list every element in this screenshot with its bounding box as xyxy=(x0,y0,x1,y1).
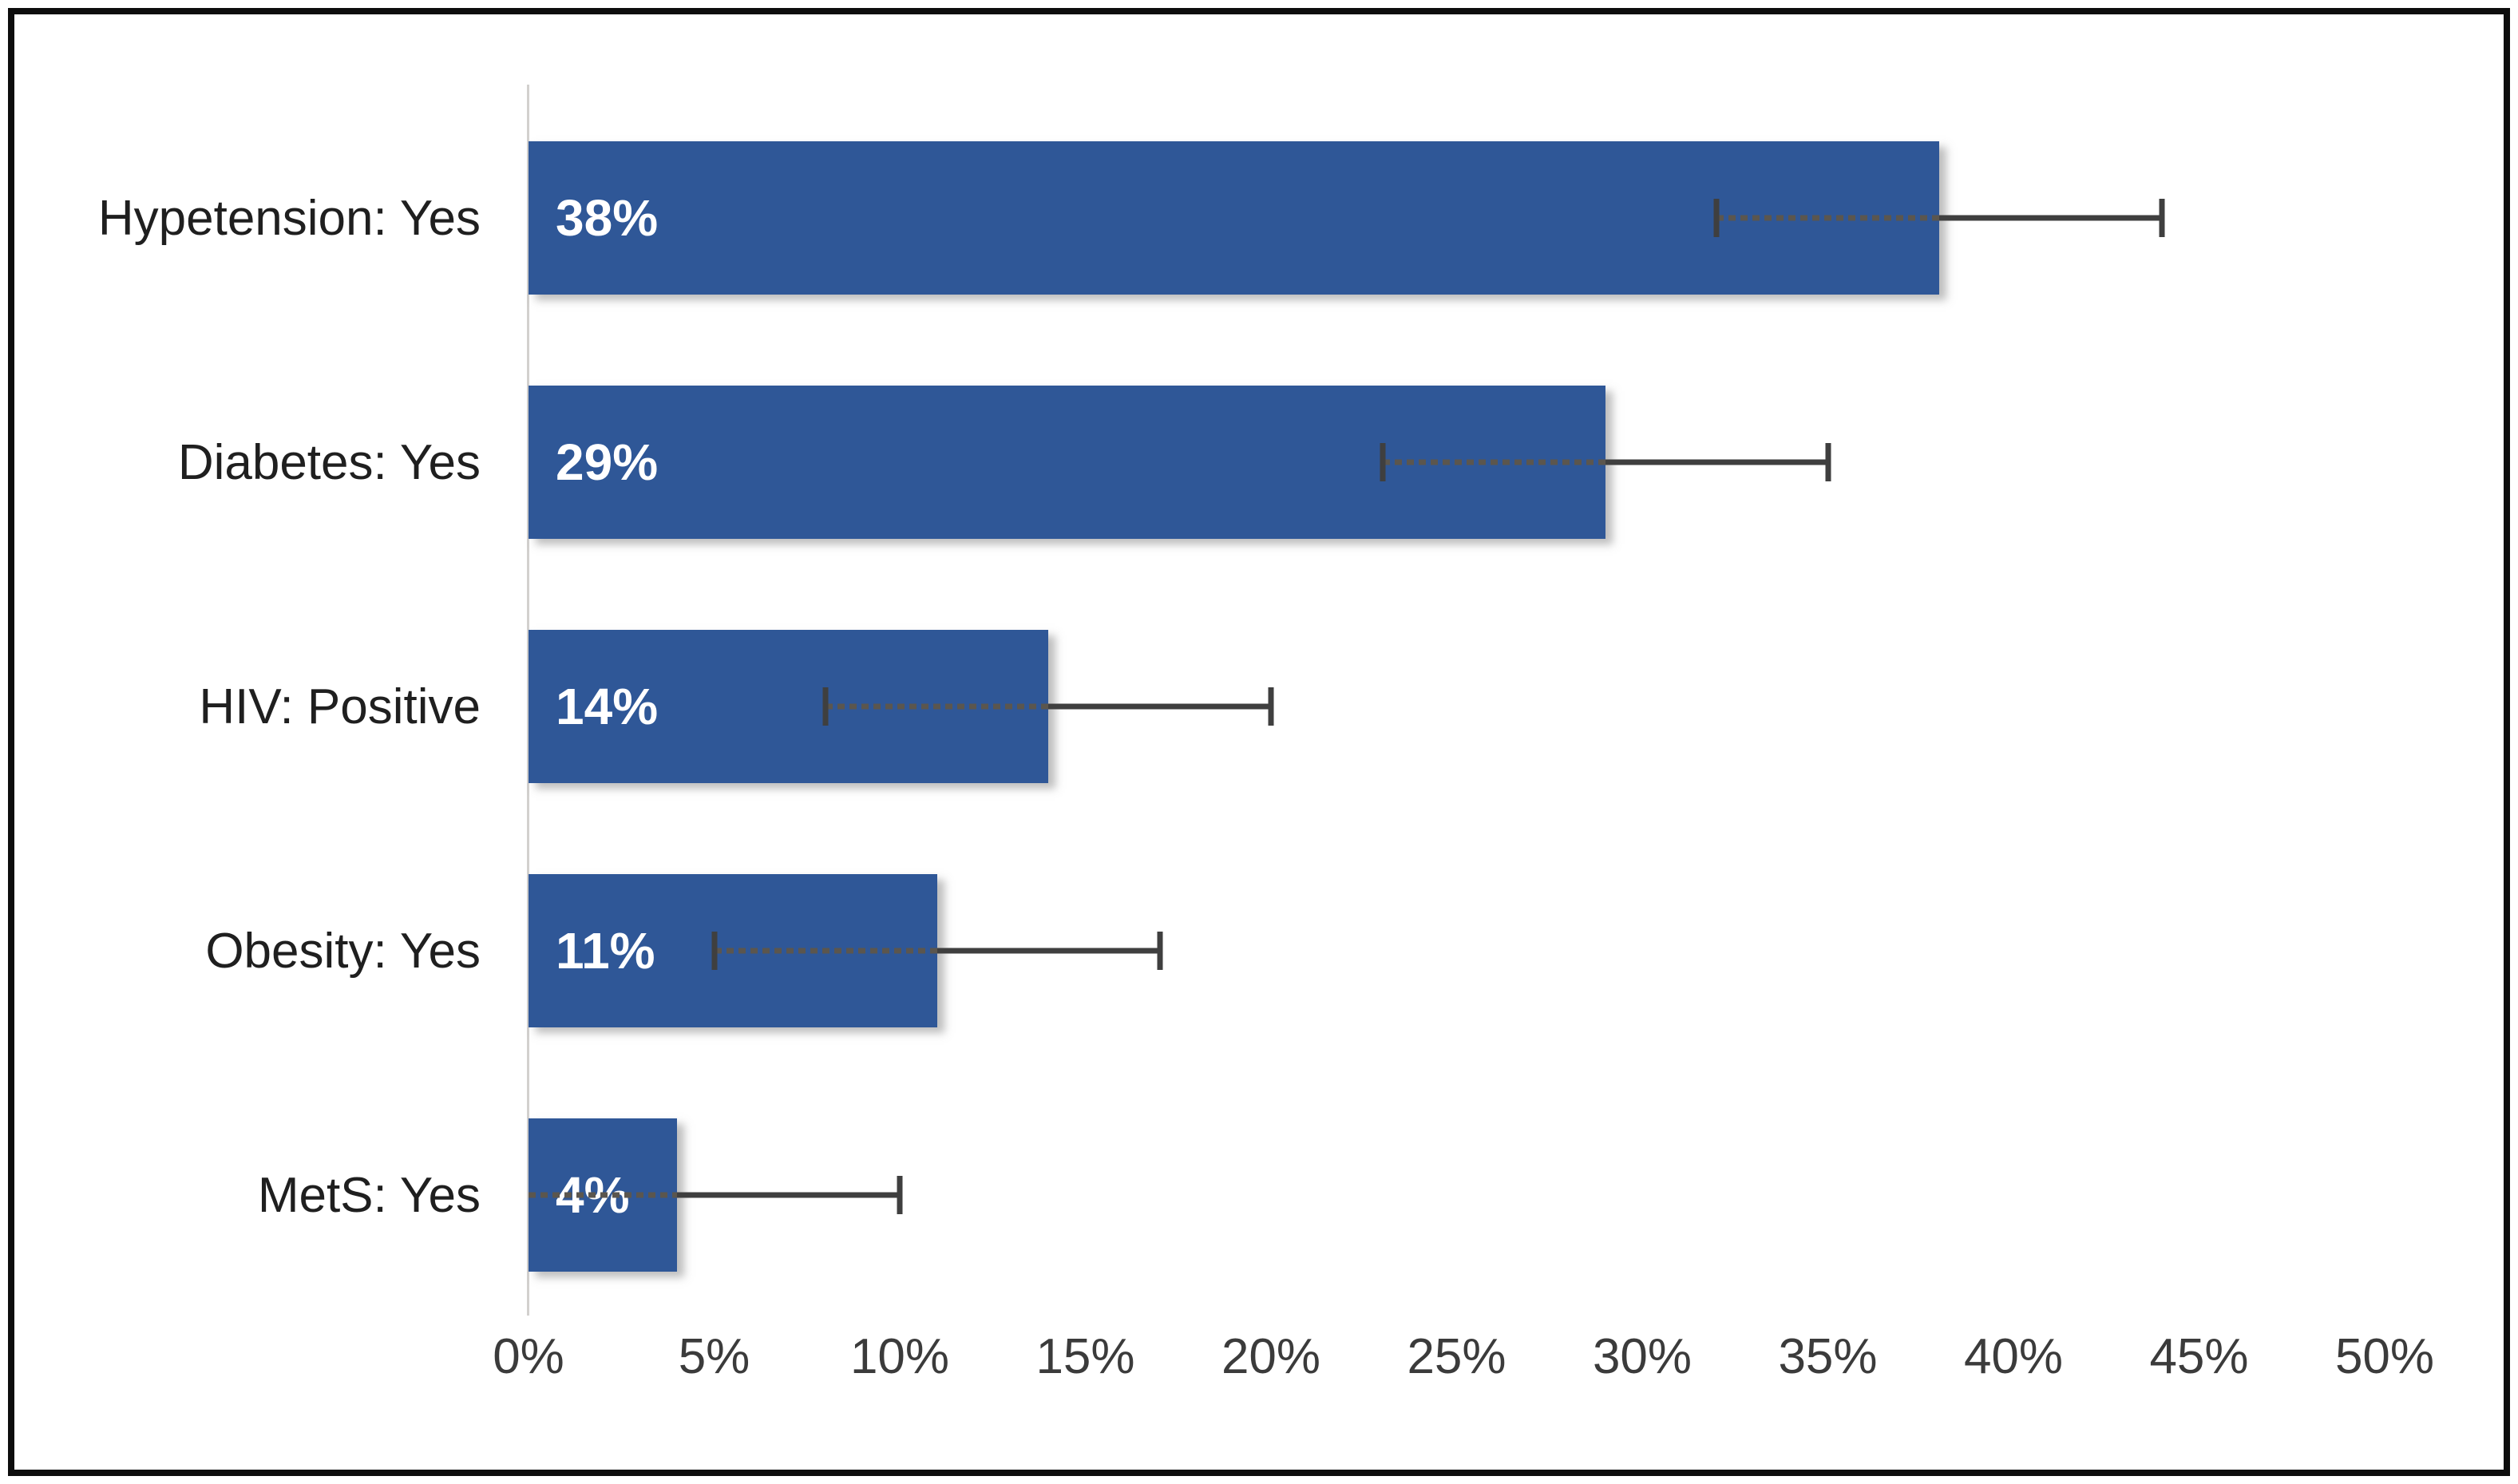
x-tick-label: 45% xyxy=(2149,1329,2249,1384)
bar-rows-container: 38% 29% 14% 11% 4% xyxy=(529,96,2385,1317)
error-bar-cap-right xyxy=(2159,199,2165,237)
category-label: Diabetes: Yes xyxy=(177,434,481,490)
x-tick-label: 15% xyxy=(1035,1329,1135,1384)
error-bar-outer-segment xyxy=(936,948,1160,954)
error-bar-inner-segment xyxy=(1382,459,1605,465)
x-tick-label: 50% xyxy=(2334,1329,2435,1384)
bar-row: 14% xyxy=(529,584,2385,829)
bar-row: 4% xyxy=(529,1073,2385,1317)
x-axis-tick-labels: 0% 5% 10% 15% 20% 25% 30% 35% 40% 45% 50% xyxy=(493,1319,2434,1399)
x-tick-label: 0% xyxy=(493,1329,564,1384)
plot-area: 38% 29% 14% 11% 4% xyxy=(527,85,2385,1317)
error-bar-cap-left xyxy=(1713,199,1720,237)
bar-row: 38% xyxy=(529,96,2385,340)
error-bar-outer-segment xyxy=(677,1192,900,1198)
bar-row: 29% xyxy=(529,340,2385,584)
x-tick-label: 35% xyxy=(1778,1329,1878,1384)
category-label: MetS: Yes xyxy=(257,1167,481,1223)
bar-value-label: 14% xyxy=(556,678,659,735)
error-bar-cap-left xyxy=(711,932,717,970)
category-label: Hypetension: Yes xyxy=(97,190,481,246)
x-tick-label: 10% xyxy=(849,1329,950,1384)
bar-value-label: 38% xyxy=(556,189,659,247)
x-tick-label: 40% xyxy=(1963,1329,2064,1384)
error-bar-inner-segment xyxy=(825,703,1048,710)
x-tick-label: 20% xyxy=(1221,1329,1321,1384)
bar-value-label: 29% xyxy=(556,433,659,491)
bar: 38% xyxy=(529,141,1939,295)
error-bar-outer-segment xyxy=(1048,703,1271,710)
x-tick-label: 25% xyxy=(1407,1329,1506,1384)
error-bar-outer-segment xyxy=(1605,459,1828,465)
category-label: HIV: Positive xyxy=(199,679,481,734)
error-bar-outer-segment xyxy=(1939,215,2162,221)
error-bar-cap-left xyxy=(822,687,829,726)
error-bar-cap-right xyxy=(1157,932,1162,970)
x-tick-label: 5% xyxy=(678,1329,750,1384)
error-bar-inner-segment xyxy=(529,1192,677,1198)
error-bar-cap-right xyxy=(1825,443,1831,481)
x-tick-label: 30% xyxy=(1592,1329,1693,1384)
error-bar-cap-right xyxy=(897,1176,903,1214)
bar-row: 11% xyxy=(529,829,2385,1073)
error-bar-inner-segment xyxy=(714,948,937,954)
zero-axis-line xyxy=(527,85,529,1316)
error-bar-cap-left xyxy=(1380,443,1385,481)
bar-value-label: 11% xyxy=(556,922,655,979)
category-label: Obesity: Yes xyxy=(205,923,481,979)
error-bar-inner-segment xyxy=(1716,215,1939,221)
category-axis: Hypetension: Yes Diabetes: Yes HIV: Positi… xyxy=(16,96,503,1317)
error-bar-cap-right xyxy=(1268,687,1274,726)
